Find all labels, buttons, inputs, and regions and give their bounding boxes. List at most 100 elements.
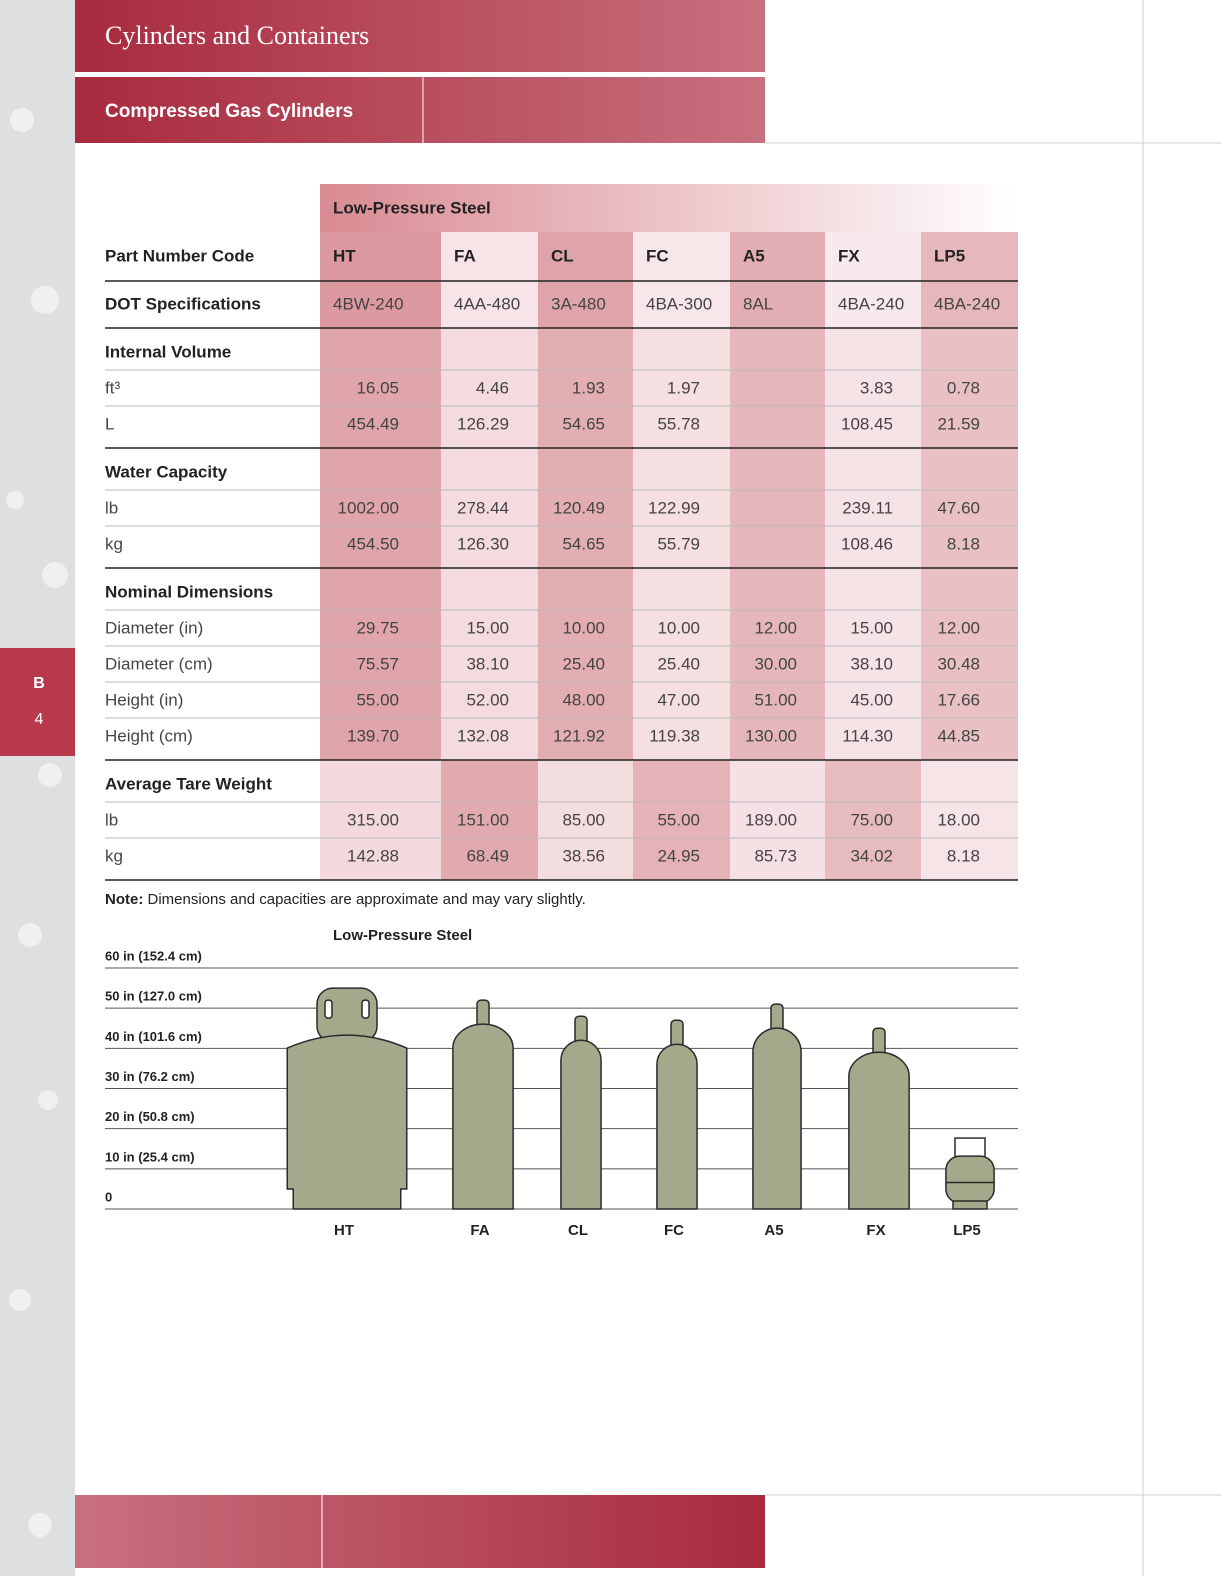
section-title: Compressed Gas Cylinders: [105, 101, 353, 122]
cylinder: [656, 1019, 698, 1210]
column-shade: [825, 448, 921, 568]
note: Note: Dimensions and capacities are appr…: [105, 891, 586, 908]
y-tick-label: 20 in (50.8 cm): [105, 1109, 195, 1124]
group-band: [320, 184, 1018, 232]
column-shade: [921, 568, 1018, 760]
cylinder-label: FX: [866, 1222, 885, 1239]
row-label: DOT Specifications: [105, 294, 261, 313]
column-shade: [441, 328, 538, 448]
cylinder-label: A5: [764, 1222, 783, 1239]
column-shade: [730, 568, 825, 760]
column-code: LP5: [934, 246, 965, 265]
cell: 12.00: [937, 618, 980, 637]
cell: 1.97: [667, 378, 700, 397]
subheader-bar: [75, 77, 765, 143]
y-tick-label: 10 in (25.4 cm): [105, 1149, 195, 1164]
bubbles: [6, 108, 68, 1537]
cell: 114.30: [842, 726, 893, 745]
tab-letter: B: [33, 675, 45, 692]
cell: 4BW-240: [333, 294, 404, 313]
column-shade: [538, 760, 633, 880]
group-label: Low-Pressure Steel: [333, 198, 491, 217]
column-shade: [730, 232, 825, 328]
column-shade: [538, 328, 633, 448]
cylinder: [752, 1003, 802, 1210]
column-code: FA: [454, 246, 476, 265]
y-tick-label: 0: [105, 1189, 112, 1204]
cell: 3A-480: [551, 294, 606, 313]
cell: 29.75: [356, 618, 399, 637]
row-label: Height (cm): [105, 726, 193, 745]
header-label: Part Number Code: [105, 246, 254, 265]
note-text: Dimensions and capacities are approximat…: [148, 891, 586, 908]
section-title: Internal Volume: [105, 342, 231, 361]
row-label: kg: [105, 846, 123, 865]
y-tick-label: 30 in (76.2 cm): [105, 1069, 195, 1084]
cell: 278.44: [457, 498, 509, 517]
cell: 142.88: [347, 846, 399, 865]
cell: 239.11: [842, 498, 893, 517]
cell: 8.18: [947, 534, 980, 553]
column-shade: [633, 448, 730, 568]
y-tick-label: 50 in (127.0 cm): [105, 989, 202, 1004]
cell: 122.99: [648, 498, 700, 517]
cell: 121.92: [553, 726, 605, 745]
cell: 132.08: [457, 726, 509, 745]
cell: 30.48: [937, 654, 980, 673]
cell: 4BA-300: [646, 294, 712, 313]
cell: 75.57: [356, 654, 399, 673]
column-shade: [921, 232, 1018, 328]
column-code: CL: [551, 246, 574, 265]
cell: 3.83: [860, 378, 893, 397]
cell: 18.00: [937, 810, 980, 829]
cell: 47.60: [937, 498, 980, 517]
cell: 4BA-240: [934, 294, 1000, 313]
column-shade: [538, 232, 633, 328]
cell: 55.79: [657, 534, 700, 553]
cell: 24.95: [657, 846, 700, 865]
row-label: lb: [105, 498, 118, 517]
cell: 85.00: [562, 810, 605, 829]
cell: 189.00: [745, 810, 797, 829]
cell: 126.29: [457, 414, 509, 433]
note-label: Note:: [105, 891, 143, 908]
cylinder: [945, 1137, 995, 1210]
cell: 55.00: [657, 810, 700, 829]
cell: 108.46: [841, 534, 893, 553]
cell: 25.40: [657, 654, 700, 673]
cell: 51.00: [754, 690, 797, 709]
cylinder-body: [945, 1155, 995, 1204]
cylinder-body: [286, 1034, 408, 1210]
column-shade: [633, 328, 730, 448]
footer-bar: [75, 1495, 765, 1568]
cell: 55.78: [657, 414, 700, 433]
row-label: Height (in): [105, 690, 183, 709]
cell: 44.85: [937, 726, 980, 745]
row-label: L: [105, 414, 114, 433]
cell: 120.49: [553, 498, 605, 517]
row-label: Diameter (cm): [105, 654, 213, 673]
column-shade: [441, 760, 538, 880]
cell: 130.00: [745, 726, 797, 745]
column-shade: [441, 568, 538, 760]
cell: 151.00: [457, 810, 509, 829]
cylinder-handle: [954, 1137, 986, 1159]
tab-number: 4: [35, 711, 44, 728]
column-shade: [633, 232, 730, 328]
column-shade: [825, 760, 921, 880]
cell: 4AA-480: [454, 294, 520, 313]
cell: 54.65: [562, 414, 605, 433]
cell: 25.40: [562, 654, 605, 673]
cell: 454.49: [347, 414, 399, 433]
column-code: HT: [333, 246, 356, 265]
column-shade: [825, 232, 921, 328]
cell: 1.93: [572, 378, 605, 397]
column-shade: [538, 448, 633, 568]
column-shade: [320, 328, 441, 448]
column-shade: [538, 568, 633, 760]
cylinder: [560, 1015, 602, 1210]
slot: [324, 999, 333, 1019]
column-shade: [441, 448, 538, 568]
cell: 454.50: [347, 534, 399, 553]
cell: 30.00: [754, 654, 797, 673]
